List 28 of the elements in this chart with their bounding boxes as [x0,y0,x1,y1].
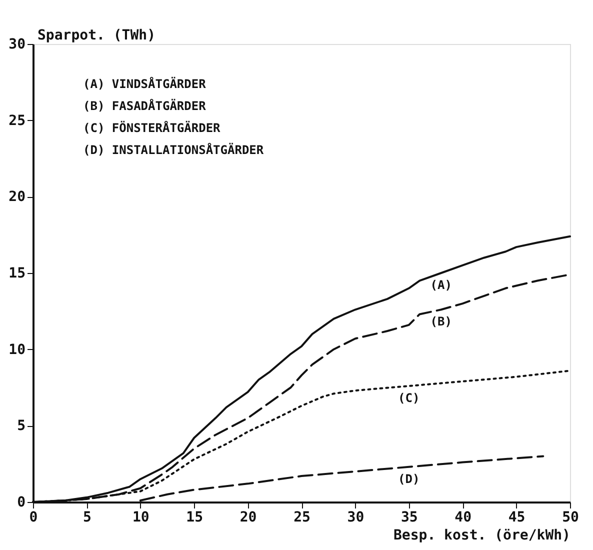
x-tick-label: 0 [29,510,38,526]
x-tick-label: 5 [82,510,92,526]
y-tick-label: 10 [8,342,26,358]
series-label: (D) [398,472,420,486]
annotation: (C) FÖNSTERÅTGÄRDER [83,120,222,135]
x-tick-label: 40 [454,510,472,526]
annotation: (A) VINDSÅTGÄRDER [83,76,207,91]
x-tick-label: 35 [400,510,418,526]
y-tick-label: 30 [8,36,26,52]
series-label: (C) [398,390,420,405]
annotation: (B) FASADÅTGÄRDER [83,98,207,113]
x-tick-label: 25 [294,510,310,526]
x-tick-label: 20 [240,510,257,526]
x-tick-label: 30 [347,510,364,526]
x-tick-label: 45 [508,510,526,526]
y-tick-label: 20 [8,189,26,206]
y-tick-label: 15 [8,266,26,282]
x-tick-label: 50 [562,510,579,526]
y-axis-title: Sparpot. (TWh) [38,28,156,44]
x-axis-title: Besp. kost. (öre/kWh) [393,528,570,544]
y-tick-label: 25 [8,112,26,129]
x-tick-label: 10 [132,510,150,526]
y-tick-label: 0 [17,494,26,510]
annotation: (D) INSTALLATIONSÅTGÄRDER [83,142,264,157]
series-label: (A) [430,278,452,292]
x-tick-label: 15 [186,510,204,526]
y-tick-label: 5 [17,418,26,434]
series-label: (B) [430,314,452,329]
